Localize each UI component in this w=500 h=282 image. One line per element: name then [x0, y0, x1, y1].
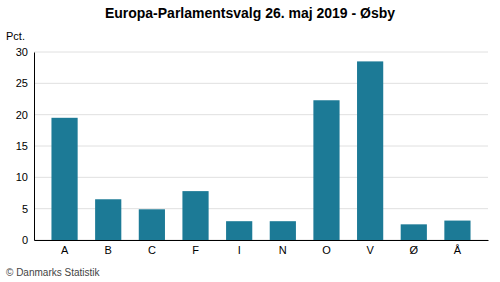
footer: © Danmarks Statistik — [6, 267, 101, 278]
bar — [357, 61, 383, 240]
y-tick-label: 15 — [16, 140, 28, 152]
x-tick: I — [238, 244, 241, 256]
x-tick: A — [61, 244, 69, 256]
y-tick: 25 — [16, 77, 34, 89]
y-axis-label: Pct. — [6, 30, 25, 42]
y-tick: 10 — [16, 171, 34, 183]
y-tick-label: 30 — [16, 46, 28, 58]
x-tick-label: O — [322, 244, 331, 256]
x-tick: Å — [454, 244, 462, 256]
y-tick: 20 — [16, 109, 34, 121]
y-tick-label: 25 — [16, 77, 28, 89]
bar — [182, 191, 208, 240]
bar — [401, 224, 427, 240]
x-tick-label: V — [366, 244, 374, 256]
grid-line — [34, 114, 488, 115]
x-tick: B — [105, 244, 112, 256]
bar — [444, 221, 470, 240]
y-tick-label: 5 — [22, 203, 28, 215]
x-tick: N — [279, 244, 287, 256]
x-tick-label: Å — [454, 244, 462, 256]
bar — [95, 199, 121, 240]
grid — [34, 52, 488, 240]
y-tick: 5 — [22, 203, 34, 215]
x-tick-label: A — [61, 244, 69, 256]
bar — [313, 100, 339, 240]
y-tick: 15 — [16, 140, 34, 152]
bar — [270, 221, 296, 240]
x-tick-label: Ø — [410, 244, 419, 256]
grid-line — [34, 83, 488, 84]
plot: A B C F I N O V Ø Å 0 5 10 15 20 25 30 — [16, 46, 489, 256]
bars — [51, 61, 470, 240]
y-tick: 30 — [16, 46, 34, 58]
y-axis: 0 5 10 15 20 25 30 — [16, 46, 35, 246]
x-tick: Ø — [410, 244, 419, 256]
y-axis-line — [34, 53, 35, 241]
x-tick: F — [192, 244, 199, 256]
x-tick: O — [322, 244, 331, 256]
x-tick-label: F — [192, 244, 199, 256]
y-tick: 0 — [22, 234, 34, 246]
chart: Europa-Parlamentsvalg 26. maj 2019 - Øsb… — [0, 0, 500, 282]
y-tick-label: 20 — [16, 109, 28, 121]
y-tick-label: 10 — [16, 171, 28, 183]
x-tick: V — [366, 244, 374, 256]
x-axis-line — [35, 240, 489, 241]
x-tick-label: I — [238, 244, 241, 256]
bar — [139, 209, 165, 240]
title: Europa-Parlamentsvalg 26. maj 2019 - Øsb… — [105, 5, 395, 21]
bar — [51, 118, 77, 240]
grid-line — [34, 52, 488, 53]
x-tick: C — [148, 244, 156, 256]
x-tick-label: B — [105, 244, 112, 256]
y-tick-label: 0 — [22, 234, 28, 246]
x-axis: ABCFINOVØÅ — [35, 241, 489, 256]
bar — [226, 221, 252, 240]
x-tick-label: C — [148, 244, 156, 256]
grid-line — [34, 146, 488, 147]
grid-line — [34, 177, 488, 178]
x-tick-label: N — [279, 244, 287, 256]
